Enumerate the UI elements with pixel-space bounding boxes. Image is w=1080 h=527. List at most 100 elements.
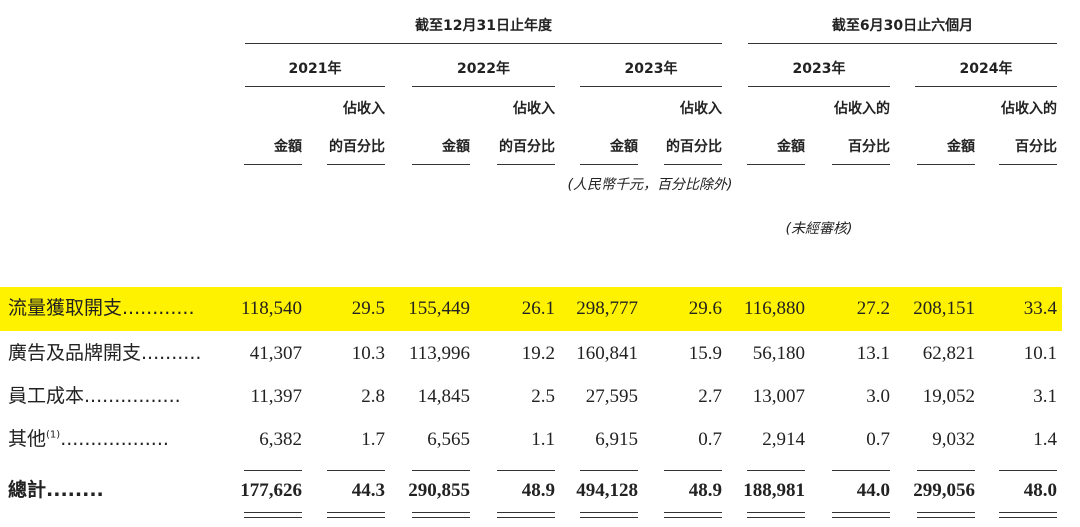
rule bbox=[748, 43, 1057, 44]
row-label: 流量獲取開支............ bbox=[8, 299, 195, 318]
cell: 27,595 bbox=[585, 386, 638, 407]
cell: 9,032 bbox=[932, 429, 975, 450]
leader: ................ bbox=[84, 385, 181, 407]
rule bbox=[327, 517, 385, 518]
column-header: 佔收入 bbox=[513, 101, 555, 117]
rule bbox=[412, 512, 470, 513]
rule bbox=[917, 517, 975, 518]
cell: 6,382 bbox=[259, 429, 302, 450]
column-header: 金額 bbox=[442, 139, 470, 155]
leader: .................. bbox=[60, 428, 169, 450]
cell: 2.5 bbox=[531, 386, 555, 407]
rule bbox=[580, 517, 638, 518]
rule bbox=[915, 86, 1057, 87]
cell: 48.9 bbox=[688, 480, 722, 501]
cell: 6,565 bbox=[427, 429, 470, 450]
rule bbox=[999, 512, 1057, 513]
rule bbox=[917, 512, 975, 513]
rule bbox=[832, 470, 890, 471]
rule bbox=[999, 164, 1057, 165]
leader: ........ bbox=[46, 479, 104, 501]
rule bbox=[497, 470, 555, 471]
column-header: 佔收入的 bbox=[834, 101, 890, 117]
cell: 41,307 bbox=[249, 343, 302, 364]
cell: 1.4 bbox=[1033, 429, 1057, 450]
column-header: 佔收入 bbox=[680, 101, 722, 117]
label-text: 其他 bbox=[8, 428, 47, 450]
cell: 44.0 bbox=[856, 480, 890, 501]
column-header: 的百分比 bbox=[329, 139, 385, 155]
cell: 13.1 bbox=[856, 343, 890, 364]
rule bbox=[244, 164, 302, 165]
rule bbox=[832, 517, 890, 518]
cell: 29.5 bbox=[351, 298, 385, 319]
rule bbox=[244, 470, 302, 471]
cell: 14,845 bbox=[417, 386, 470, 407]
cell: 155,449 bbox=[408, 298, 470, 319]
cell: 208,151 bbox=[913, 298, 975, 319]
label-text: 總計 bbox=[8, 479, 47, 501]
rule bbox=[412, 164, 470, 165]
rule bbox=[580, 470, 638, 471]
cell: 0.7 bbox=[698, 429, 722, 450]
cell: 19.2 bbox=[521, 343, 555, 364]
cell: 188,981 bbox=[743, 480, 805, 501]
column-header: 的百分比 bbox=[666, 139, 722, 155]
cell: 11,397 bbox=[250, 386, 302, 407]
rule bbox=[832, 164, 890, 165]
period-header: 截至12月31日止年度 bbox=[415, 18, 552, 34]
rule bbox=[412, 517, 470, 518]
rule bbox=[244, 517, 302, 518]
label-text: 流量獲取開支 bbox=[8, 297, 123, 319]
cell: 62,821 bbox=[922, 343, 975, 364]
rule bbox=[664, 517, 722, 518]
cell: 13,007 bbox=[752, 386, 805, 407]
cell: 494,128 bbox=[576, 480, 638, 501]
rule bbox=[747, 517, 805, 518]
rule bbox=[664, 470, 722, 471]
column-header: 金額 bbox=[777, 139, 805, 155]
rule bbox=[999, 517, 1057, 518]
leader: ............ bbox=[122, 297, 195, 319]
rule bbox=[245, 86, 385, 87]
rule bbox=[832, 512, 890, 513]
column-header: 佔收入的 bbox=[1001, 101, 1057, 117]
rule bbox=[327, 470, 385, 471]
cell: 160,841 bbox=[576, 343, 638, 364]
rule bbox=[580, 164, 638, 165]
period-header: 截至6月30日止六個月 bbox=[831, 18, 974, 34]
year-header: 2023年 bbox=[624, 61, 678, 77]
row-label: 總計........ bbox=[8, 481, 104, 500]
row-label: 員工成本................ bbox=[8, 387, 181, 406]
year-header: 2021年 bbox=[288, 61, 342, 77]
rule bbox=[664, 512, 722, 513]
rule bbox=[245, 43, 722, 44]
column-header: 金額 bbox=[947, 139, 975, 155]
rule bbox=[412, 470, 470, 471]
leader: .......... bbox=[141, 342, 202, 364]
column-header: 百分比 bbox=[848, 139, 890, 155]
rule bbox=[327, 512, 385, 513]
cell: 48.0 bbox=[1023, 480, 1057, 501]
cell: 113,996 bbox=[408, 343, 470, 364]
rule bbox=[497, 517, 555, 518]
rule bbox=[244, 512, 302, 513]
rule bbox=[917, 470, 975, 471]
rule bbox=[327, 164, 385, 165]
cell: 48.9 bbox=[521, 480, 555, 501]
rule bbox=[748, 86, 890, 87]
cell: 177,626 bbox=[240, 480, 302, 501]
audit-note: (未經審核) bbox=[785, 221, 853, 237]
cell: 118,540 bbox=[240, 298, 302, 319]
rule bbox=[497, 512, 555, 513]
cell: 1.1 bbox=[531, 429, 555, 450]
year-header: 2024年 bbox=[959, 61, 1013, 77]
rule bbox=[917, 164, 975, 165]
rule bbox=[664, 164, 722, 165]
row-label: 其他(1).................. bbox=[8, 430, 169, 449]
cell: 2.7 bbox=[698, 386, 722, 407]
cell: 3.0 bbox=[866, 386, 890, 407]
cell: 26.1 bbox=[521, 298, 555, 319]
column-header: 佔收入 bbox=[343, 101, 385, 117]
